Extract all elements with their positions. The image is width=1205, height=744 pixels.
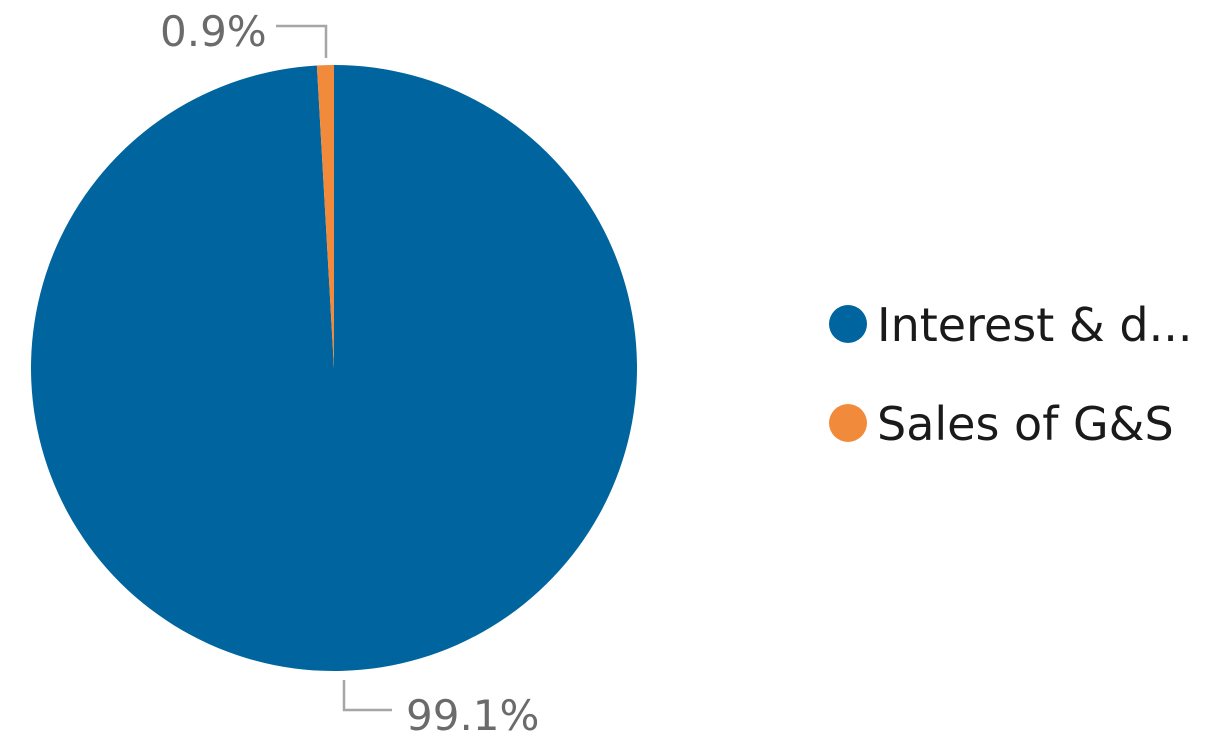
legend-marker-sales bbox=[829, 404, 867, 442]
legend-label-interest: Interest & d... bbox=[877, 298, 1192, 352]
leader-line-interest bbox=[342, 680, 392, 712]
legend-label-sales: Sales of G&S bbox=[877, 397, 1174, 451]
data-label-interest: 99.1% bbox=[406, 691, 539, 740]
pie-slice-sales[interactable] bbox=[316, 65, 334, 368]
leader-line-sales bbox=[276, 24, 328, 58]
legend: Interest & d... Sales of G&S bbox=[829, 298, 1192, 451]
legend-item-sales[interactable]: Sales of G&S bbox=[829, 397, 1174, 451]
legend-item-interest[interactable]: Interest & d... bbox=[829, 298, 1192, 352]
pie-slices bbox=[30, 65, 637, 671]
data-label-sales: 0.9% bbox=[160, 7, 267, 56]
legend-marker-interest bbox=[829, 305, 867, 343]
